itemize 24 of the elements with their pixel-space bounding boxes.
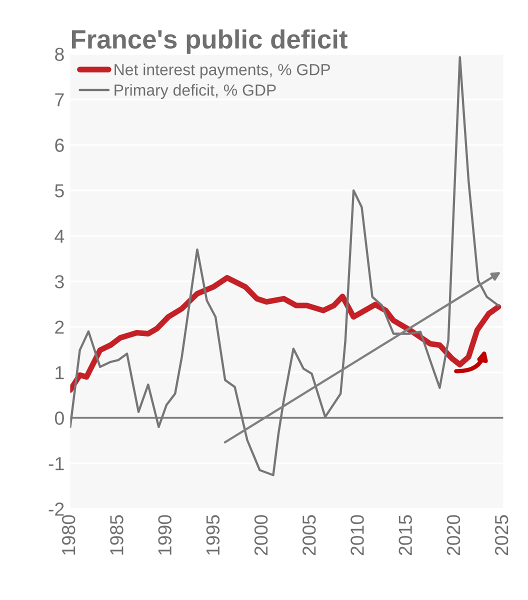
x-tick-label: 2020 <box>446 515 460 556</box>
y-tick-label: 1 <box>56 366 64 380</box>
x-tick-label: 2000 <box>254 515 268 556</box>
x-tick-label: 2005 <box>302 515 316 556</box>
x-tick-label: 2015 <box>398 515 412 556</box>
y-tick-label: 6 <box>55 138 64 152</box>
y-tick-label: 2 <box>55 320 64 334</box>
y-tick-label: -2 <box>48 502 64 516</box>
y-tick-label: 7 <box>55 93 64 106</box>
x-tick-label: 1985 <box>110 515 124 555</box>
y-tick-label: 5 <box>54 184 64 198</box>
y-tick-label: 8 <box>55 48 64 61</box>
legend-label: Net interest payments, % GDP <box>114 64 330 78</box>
chart-title: France's public deficit <box>72 29 348 54</box>
x-tick-label: 2010 <box>350 515 364 556</box>
x-tick-label: 2025 <box>494 515 508 556</box>
y-tick-label: -1 <box>48 457 64 470</box>
y-tick-label: 4 <box>54 230 64 243</box>
x-tick-label: 1980 <box>62 515 76 555</box>
legend-label: Primary deficit, % GDP <box>114 84 276 99</box>
y-tick-label: 0 <box>54 412 64 425</box>
x-tick-label: 1990 <box>158 515 172 555</box>
x-tick-label: 1995 <box>206 515 220 555</box>
y-tick-label: 3 <box>54 275 64 288</box>
